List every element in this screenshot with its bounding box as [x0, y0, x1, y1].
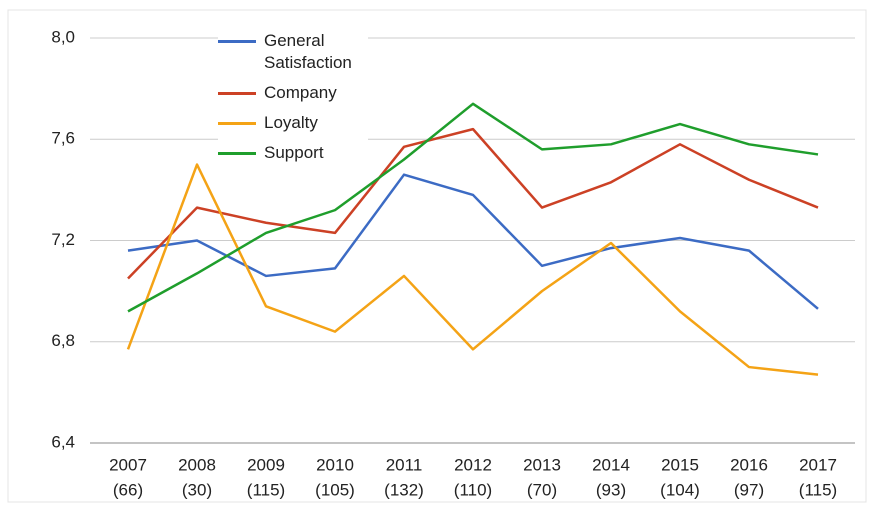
legend-swatch	[218, 92, 256, 95]
legend-label: Support	[264, 143, 324, 162]
x-tick-sublabel: (93)	[596, 480, 626, 499]
series-line	[127, 173, 819, 310]
x-tick-label: 2013	[523, 455, 561, 474]
x-tick-sublabel: (132)	[384, 480, 424, 499]
legend-label: Company	[264, 83, 337, 102]
x-tick-sublabel: (70)	[527, 480, 557, 499]
series-line	[126, 163, 819, 376]
x-tick-label: 2015	[661, 455, 699, 474]
x-tick-sublabel: (105)	[315, 480, 355, 499]
x-tick-label: 2008	[178, 455, 216, 474]
x-tick-sublabel: (115)	[799, 480, 837, 499]
series-line	[127, 102, 819, 313]
x-tick-sublabel: (110)	[454, 480, 492, 499]
x-tick-label: 2017	[799, 455, 837, 474]
x-tick-label: 2011	[386, 455, 423, 474]
x-tick-sublabel: (97)	[734, 480, 764, 499]
series-line	[127, 127, 819, 280]
y-tick-label: 7,2	[51, 230, 75, 249]
x-tick-label: 2014	[592, 455, 630, 474]
legend-label: Loyalty	[264, 113, 318, 132]
x-tick-sublabel: (30)	[182, 480, 212, 499]
legend-swatch	[218, 122, 256, 125]
x-tick-label: 2010	[316, 455, 354, 474]
y-tick-label: 7,6	[51, 129, 75, 148]
legend-item: General Satisfaction	[218, 30, 368, 74]
legend-item: Loyalty	[218, 112, 368, 134]
x-tick-label: 2009	[247, 455, 285, 474]
x-tick-sublabel: (115)	[247, 480, 285, 499]
frame	[7, 9, 867, 503]
y-tick-label: 8,0	[51, 27, 75, 46]
x-tick-label: 2016	[730, 455, 768, 474]
y-tick-label: 6,8	[51, 331, 75, 350]
legend-item: Support	[218, 142, 368, 164]
x-tick-sublabel: (66)	[113, 480, 143, 499]
legend-item: Company	[218, 82, 368, 104]
x-tick-label: 2007	[109, 455, 147, 474]
legend-label: General Satisfaction	[264, 31, 352, 72]
x-tick-label: 2012	[454, 455, 492, 474]
x-tick-sublabel: (104)	[660, 480, 700, 499]
y-tick-label: 6,4	[51, 432, 75, 451]
legend: General Satisfaction Company Loyalty Suppor…	[218, 28, 368, 174]
legend-swatch	[218, 152, 256, 155]
legend-swatch	[218, 40, 256, 43]
